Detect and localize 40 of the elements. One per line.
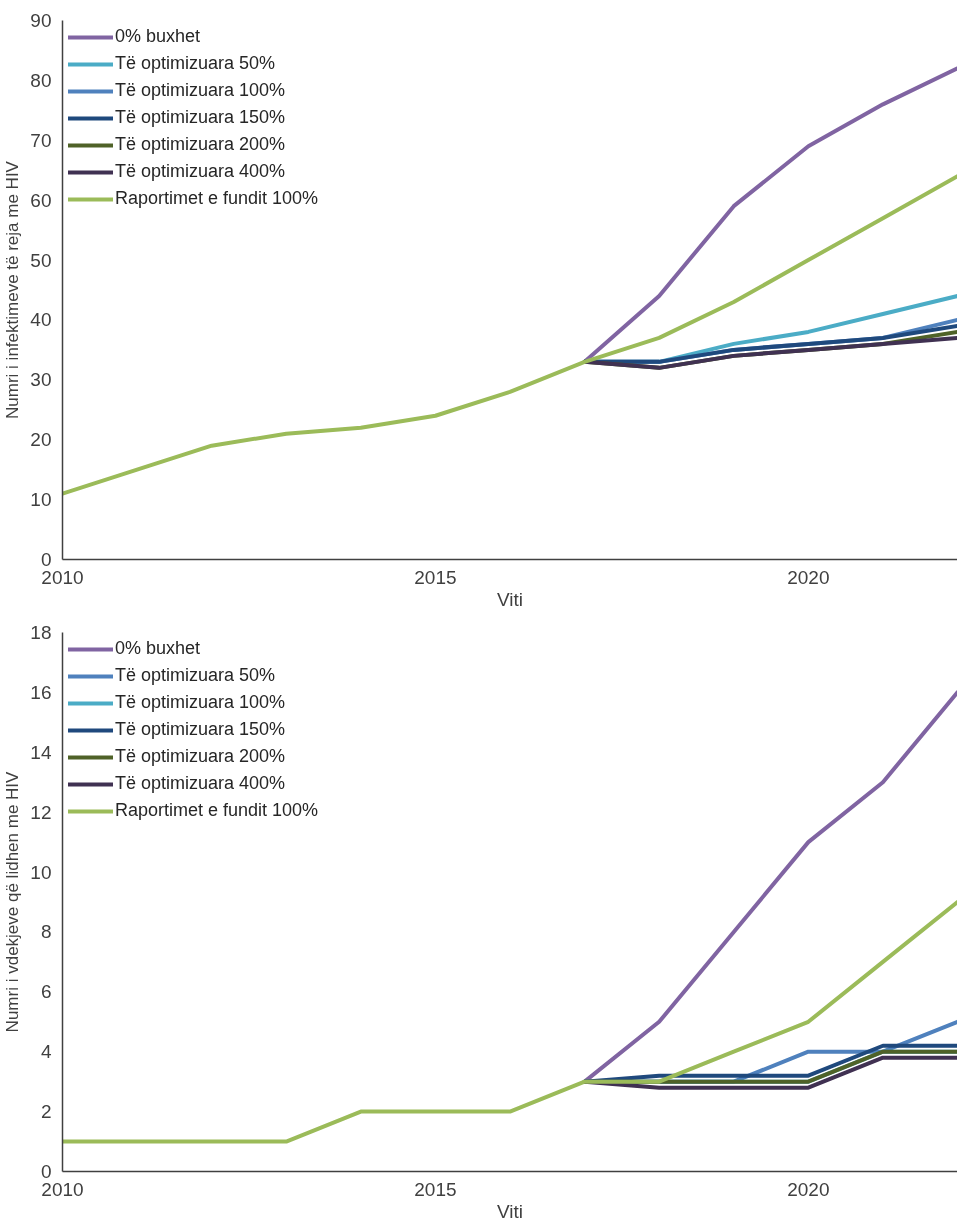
legend-label: Të optimizuara 50% xyxy=(115,665,276,686)
y-tick-label: 50 xyxy=(30,249,52,271)
y-tick-label: 12 xyxy=(30,801,52,823)
y-tick-label: 20 xyxy=(30,429,52,451)
x-axis-title: Viti xyxy=(496,588,524,610)
y-tick-label: 18 xyxy=(30,622,52,643)
y-axis-title: Numri i vdekjeve që lidhen me HIV xyxy=(3,770,23,1033)
x-axis-title: Viti xyxy=(496,1200,524,1222)
x-tick-label: 2020 xyxy=(787,1178,830,1200)
legend-label: Të optimizuara 400% xyxy=(115,773,286,794)
y-tick-label: 8 xyxy=(40,921,52,943)
y-tick-label: 30 xyxy=(30,369,52,391)
y-tick-label: 6 xyxy=(40,981,52,1003)
y-tick-label: 60 xyxy=(30,189,52,211)
y-tick-label: 2 xyxy=(40,1101,52,1123)
legend-label: Raportimet e fundit 100% xyxy=(115,800,319,821)
legend-label: 0% buxhet xyxy=(115,638,201,659)
y-tick-label: 90 xyxy=(30,10,52,31)
y-axis-title: Numri i infektimeve të reja me HIV xyxy=(3,160,23,419)
y-tick-label: 14 xyxy=(30,741,52,763)
y-tick-label: 40 xyxy=(30,309,52,331)
y-tick-label: 10 xyxy=(30,489,52,511)
y-tick-label: 16 xyxy=(30,681,52,703)
legend-label: Raportimet e fundit 100% xyxy=(115,188,319,209)
legend-label: Të optimizuara 150% xyxy=(115,719,286,740)
x-tick-label: 2020 xyxy=(787,566,830,588)
x-tick-label: 2015 xyxy=(414,1178,457,1200)
legend-label: Të optimizuara 200% xyxy=(115,134,286,155)
legend-label: 0% buxhet xyxy=(115,26,201,47)
legend-label: Të optimizuara 200% xyxy=(115,746,286,767)
legend-label: Të optimizuara 400% xyxy=(115,161,286,182)
legend-label: Të optimizuara 100% xyxy=(115,80,286,101)
y-tick-label: 10 xyxy=(30,861,52,883)
legend-label: Të optimizuara 150% xyxy=(115,107,286,128)
legend-label: Të optimizuara 50% xyxy=(115,53,276,74)
y-tick-label: 70 xyxy=(30,129,52,151)
y-tick-label: 80 xyxy=(30,69,52,91)
y-tick-label: 4 xyxy=(40,1041,52,1063)
x-tick-label: 2015 xyxy=(414,566,457,588)
legend-label: Të optimizuara 100% xyxy=(115,692,286,713)
